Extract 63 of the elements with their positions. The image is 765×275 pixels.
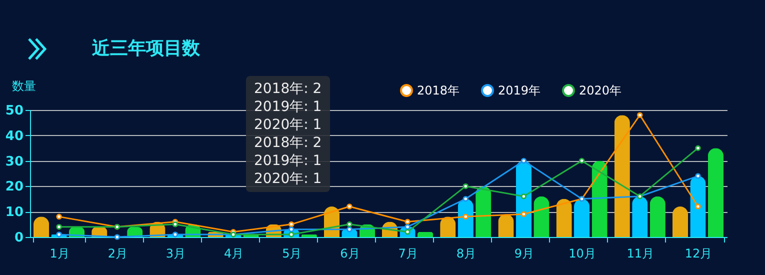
chart-title: 近三年项目数 xyxy=(92,37,200,60)
x-tick-label: 4月 xyxy=(224,246,244,260)
x-tick-label: 7月 xyxy=(398,246,418,260)
annotation: 2018年: 2 xyxy=(254,134,322,152)
text: 2018年: 2 xyxy=(254,80,322,98)
point xyxy=(172,232,178,238)
y-tick-label: 20 xyxy=(5,180,24,195)
y-tick-label: 30 xyxy=(5,154,24,170)
point xyxy=(462,183,468,190)
y-tick-label: 40 xyxy=(5,128,24,144)
legend-label: 2019年 xyxy=(498,84,541,98)
point xyxy=(56,214,62,220)
x-tick-label: 1月 xyxy=(50,246,70,260)
x-tick-label: 2月 xyxy=(108,246,128,260)
bar xyxy=(614,115,630,237)
point xyxy=(404,224,410,230)
bar xyxy=(672,206,688,237)
point xyxy=(172,221,178,228)
point xyxy=(520,211,527,218)
point xyxy=(346,226,352,232)
point xyxy=(404,218,410,225)
point xyxy=(346,204,352,210)
point xyxy=(637,112,643,118)
x-tick-label: 3月 xyxy=(166,246,186,260)
bar xyxy=(632,196,648,237)
x-tick-label: 8月 xyxy=(456,246,476,260)
x-tick-label: 12月 xyxy=(684,246,712,260)
point xyxy=(114,234,120,240)
point xyxy=(288,226,294,232)
point xyxy=(520,158,527,164)
bar xyxy=(708,148,724,237)
x-tick-label: 6月 xyxy=(340,246,360,260)
point xyxy=(288,221,294,228)
bar xyxy=(301,234,317,237)
x-tick-label: 11月 xyxy=(626,246,654,260)
y-tick-label: 10 xyxy=(5,205,24,220)
annotation: 2019年: 1 xyxy=(254,152,322,170)
bar xyxy=(417,232,434,237)
bar xyxy=(516,160,532,237)
y-tick-label: 50 xyxy=(5,104,24,118)
point xyxy=(56,224,62,230)
point xyxy=(520,193,527,200)
x-tick-label: 5月 xyxy=(282,246,302,260)
point xyxy=(695,204,701,210)
y-tick-label: 0 xyxy=(14,230,24,246)
bar xyxy=(690,176,706,237)
bar xyxy=(574,198,590,237)
x-tick-label: 9月 xyxy=(514,246,534,260)
point xyxy=(695,145,701,151)
annotation: 2019年: 1 xyxy=(254,98,322,116)
point xyxy=(695,173,701,179)
point xyxy=(462,196,468,202)
x-tick-label: 10月 xyxy=(568,246,596,260)
point xyxy=(346,221,352,228)
annotation: 2020年: 1 xyxy=(254,170,322,188)
bar xyxy=(650,196,666,237)
annotation: 2020年: 1 xyxy=(254,116,322,134)
point xyxy=(462,214,468,220)
point xyxy=(578,158,585,164)
legend-label: 2018年 xyxy=(417,84,460,98)
legend-label: 2020年 xyxy=(579,84,622,98)
y-axis-title: 数量 xyxy=(12,78,36,95)
point xyxy=(56,232,62,238)
